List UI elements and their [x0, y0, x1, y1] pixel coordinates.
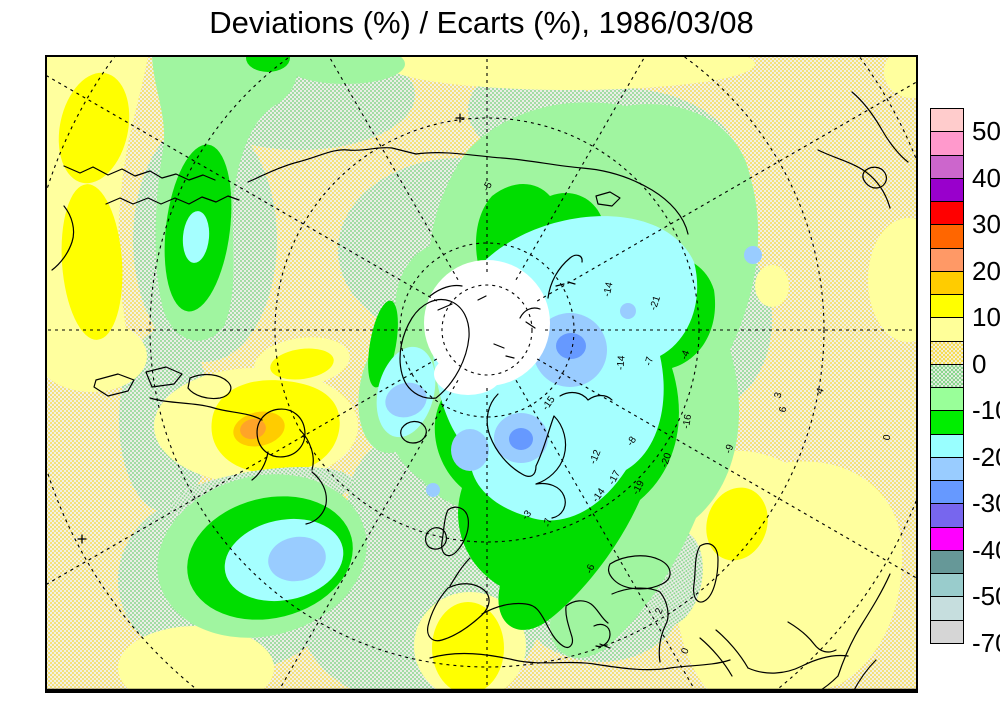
colorbar-cell-16 — [930, 480, 964, 504]
contour-value-label: -14 — [615, 355, 627, 371]
contour-value-label: -7 — [643, 355, 656, 367]
colorbar-cell-2 — [930, 155, 964, 179]
contour-value-label: 0 — [882, 433, 894, 441]
contour-value-label: -21 — [648, 294, 663, 312]
colorbar-cell-14 — [930, 434, 964, 458]
contour-value-label: 3 — [773, 391, 785, 400]
polar-night-area — [424, 260, 550, 395]
colorbar-tick-label: -20 — [972, 442, 1000, 472]
colorbar-cell-11 — [930, 364, 964, 388]
colorbar-cell-15 — [930, 457, 964, 481]
colorbar-cell-8 — [930, 294, 964, 318]
contour-value-label: -14 — [602, 281, 616, 298]
colorbar-tick-label: 10 — [972, 302, 1000, 332]
colorbar-cell-17 — [930, 503, 964, 528]
colorbar-cell-6 — [930, 248, 964, 272]
colorbar-cell-13 — [930, 410, 964, 435]
colorbar-cell-7 — [930, 271, 964, 295]
blue-cores — [509, 333, 586, 450]
contour-value-label: -20 — [659, 451, 674, 469]
colorbar-cell-5 — [930, 224, 964, 249]
colorbar-cell-19 — [930, 550, 964, 574]
colorbar-tick-label: 50 — [972, 116, 1000, 146]
contour-value-label: -7 — [542, 517, 554, 528]
colorbar-cell-22 — [930, 620, 964, 644]
colorbar-cell-18 — [930, 527, 964, 551]
contour-value-label: -12 — [588, 448, 604, 466]
colorbar-cell-9 — [930, 317, 964, 342]
colorbar-tick-label: 0 — [972, 349, 987, 379]
colorbar-cell-0 — [930, 108, 964, 132]
colorbar-cell-1 — [930, 131, 964, 156]
coastlines — [51, 91, 909, 692]
colorbar-cell-20 — [930, 573, 964, 597]
contour-value-label: -9 — [723, 443, 737, 456]
colorbar-tick-label: -70 — [972, 628, 1000, 658]
contour-value-label: -4 — [679, 349, 693, 362]
contour-value-label: 0 — [680, 646, 692, 655]
colorbar-cell-10 — [930, 341, 964, 365]
colorbar-tick-label: 40 — [972, 163, 1000, 193]
colorbar-cell-3 — [930, 178, 964, 202]
page-title: Deviations (%) / Ecarts (%), 1986/03/08 — [209, 5, 754, 40]
contour-value-label: 2 — [654, 606, 666, 615]
colorbar-tick-label: -50 — [972, 581, 1000, 611]
map-frame — [45, 55, 918, 693]
orange-core-hudson — [240, 418, 266, 440]
colorbar-cell-4 — [930, 201, 964, 225]
colorbar-legend: 50 40 30 20 10 0 -10 -20 -30 -40 -50 -70 — [930, 108, 1000, 657]
contour-value-label: 6 — [778, 405, 790, 413]
colorbar-tick-label: 20 — [972, 256, 1000, 286]
colorbar-cell-21 — [930, 596, 964, 621]
colorbar-tick-label: -40 — [972, 535, 1000, 565]
contour-value-label: -16 — [681, 413, 694, 430]
contour-value-label: 4 — [815, 386, 827, 395]
colorbar-cell-12 — [930, 387, 964, 411]
colorbar-tick-label: -30 — [972, 488, 1000, 518]
colorbar-tick-label: 30 — [972, 209, 1000, 239]
colorbar-tick-label: -10 — [972, 395, 1000, 425]
